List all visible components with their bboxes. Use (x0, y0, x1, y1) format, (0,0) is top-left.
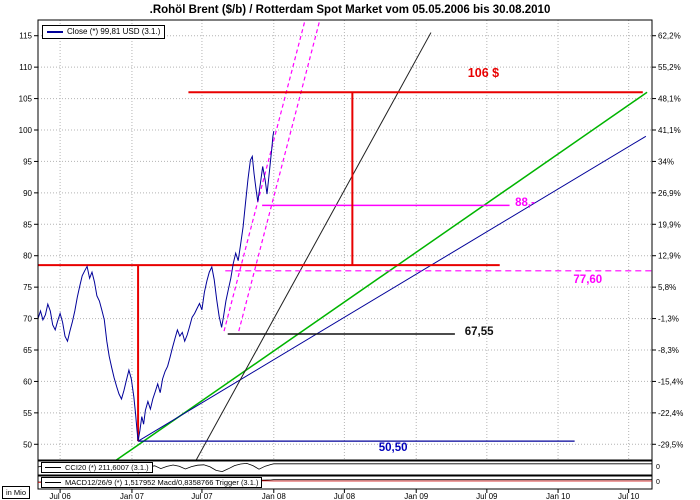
percent-axis-label: 26,9% (658, 189, 681, 198)
close-legend-text: Close (*) 99,81 USD (3.1.) (67, 27, 161, 36)
price-axis-label: 75 (23, 283, 32, 292)
close-line-sample-icon (47, 31, 63, 33)
price-axis-label: 50 (23, 440, 32, 449)
percent-axis-label: 34% (658, 157, 674, 166)
time-axis-label: Jul 08 (334, 492, 356, 500)
macd-legend-text: MACD12/26/9 (*) 1,517952 Macd/0,8358766 … (65, 478, 259, 487)
percent-axis-label: -1,3% (658, 315, 679, 324)
cci-legend-text: CCI20 (*) 211,6007 (3.1.) (65, 463, 149, 472)
percent-axis-label: -8,3% (658, 346, 679, 355)
percent-axis-label: 41,1% (658, 126, 681, 135)
close-price-line (38, 131, 275, 442)
cci-axis-value: 0 (656, 464, 660, 471)
percent-axis-label: -15,4% (658, 377, 683, 386)
time-axis-label: Jan 08 (262, 492, 287, 500)
percent-axis-label: 5,8% (658, 283, 676, 292)
time-axis-label: Jan 09 (404, 492, 429, 500)
close-legend[interactable]: Close (*) 99,81 USD (3.1.) (42, 25, 166, 39)
percent-axis-label: 48,1% (658, 95, 681, 104)
percent-axis-label: 62,2% (658, 32, 681, 41)
price-axis-label: 90 (23, 189, 32, 198)
price-axis-label: 65 (23, 346, 32, 355)
macd-legend[interactable]: MACD12/26/9 (*) 1,517952 Macd/0,8358766 … (41, 477, 263, 489)
macd-line-sample-icon (45, 482, 61, 484)
resistance-label-106: 106 $ (467, 66, 500, 81)
price-axis-label: 110 (19, 63, 32, 72)
time-axis-label: Jul 10 (618, 492, 640, 500)
time-axis-label: Jul 06 (49, 492, 71, 500)
price-axis-label: 105 (19, 95, 33, 104)
time-axis-label: Jul 07 (191, 492, 213, 500)
price-axis-label: 95 (23, 157, 32, 166)
price-axis-label: 70 (23, 315, 32, 324)
time-axis-label: Jan 10 (546, 492, 571, 500)
price-axis-label: 85 (23, 220, 32, 229)
trendline-blue-support (137, 135, 647, 442)
level-label-88: 88,- (515, 197, 535, 210)
percent-axis-label: -29,5% (658, 440, 683, 449)
main-plot-border (37, 19, 653, 461)
percent-axis-label: -22,4% (658, 409, 683, 418)
cci-legend[interactable]: CCI20 (*) 211,6007 (3.1.) (41, 462, 153, 474)
percent-axis-label: 12,9% (658, 252, 681, 261)
price-axis-label: 100 (19, 126, 33, 135)
cci-line-sample-icon (45, 467, 61, 469)
price-axis-label: 115 (19, 32, 32, 41)
level-label-7760: 77,60 (573, 273, 603, 286)
chart-title: .Rohöl Brent ($/b) / Rotterdam Spot Mark… (149, 4, 551, 16)
cci-panel (37, 460, 653, 476)
price-axis-label: 55 (23, 409, 32, 418)
volume-unit-label: in Mio (2, 486, 31, 499)
percent-axis-label: 19,9% (658, 220, 681, 229)
support-label-5050: 50,50 (378, 442, 408, 455)
percent-axis-label: 55,2% (658, 63, 681, 72)
price-axis-label: 80 (23, 252, 32, 261)
time-axis-label: Jul 09 (476, 492, 498, 500)
macd-axis-value: 0 (656, 479, 660, 486)
trendline-magenta-channel-left (223, 20, 306, 332)
time-axis-label: Jan 07 (120, 492, 145, 500)
trendline-steep-resistance (195, 32, 432, 460)
trendline-magenta-channel-right (238, 20, 321, 332)
level-label-6755: 67,55 (464, 325, 494, 338)
price-axis-label: 60 (23, 377, 32, 386)
